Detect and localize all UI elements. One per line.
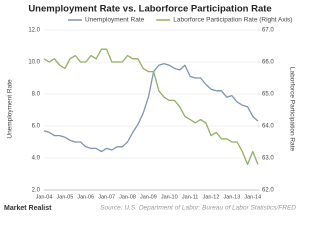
y2-tick-label: 62.0 — [262, 188, 274, 194]
y2-axis-title: Laborforce Participation Rate — [288, 67, 295, 152]
y2-tick-label: 64.0 — [262, 124, 274, 130]
x-tick-label: Jan-11 — [182, 194, 198, 200]
legend-label: Unemployment Rate — [85, 17, 145, 24]
y-tick-label: 10.0 — [28, 60, 40, 66]
y2-tick-label: 66.0 — [262, 60, 274, 66]
line-series — [43, 62, 259, 153]
y-tick-label: 6.0 — [32, 124, 41, 130]
x-tick-label: Jan-07 — [98, 194, 115, 200]
line-series — [43, 48, 259, 166]
y-tick-label: 4.0 — [32, 156, 41, 162]
y2-tick-label: 65.0 — [262, 92, 274, 98]
source: Source: U.S. Department of Labor: Bureau… — [100, 205, 296, 212]
x-tick-label: Jan-06 — [77, 194, 94, 200]
x-tick-label: Jan-12 — [203, 194, 220, 200]
y-tick-label: 8.0 — [32, 92, 41, 98]
x-tick-label: Jan-10 — [161, 194, 178, 200]
brand: Market Realist — [4, 205, 52, 212]
x-tick-label: Jan-04 — [36, 194, 53, 200]
x-tick-label: Jan-14 — [244, 194, 261, 200]
y-axis-title: Unemployment Rate — [7, 79, 14, 139]
y2-tick-label: 63.0 — [262, 156, 274, 162]
x-tick-label: Jan-09 — [140, 194, 157, 200]
legend-label: Laborforce Participation Rate (Right Axi… — [173, 17, 292, 24]
y-tick-label: 12.0 — [28, 28, 40, 34]
chart-title: Unemployment Rate vs. Laborforce Partici… — [28, 4, 271, 15]
y2-tick-label: 67.0 — [262, 28, 274, 34]
x-tick-label: Jan-13 — [223, 194, 240, 200]
x-tick-label: Jan-05 — [56, 194, 73, 200]
chart: Unemployment Rate vs. Laborforce Partici… — [4, 4, 296, 212]
y-tick-label: 2.0 — [32, 188, 41, 194]
x-tick-label: Jan-08 — [119, 194, 136, 200]
